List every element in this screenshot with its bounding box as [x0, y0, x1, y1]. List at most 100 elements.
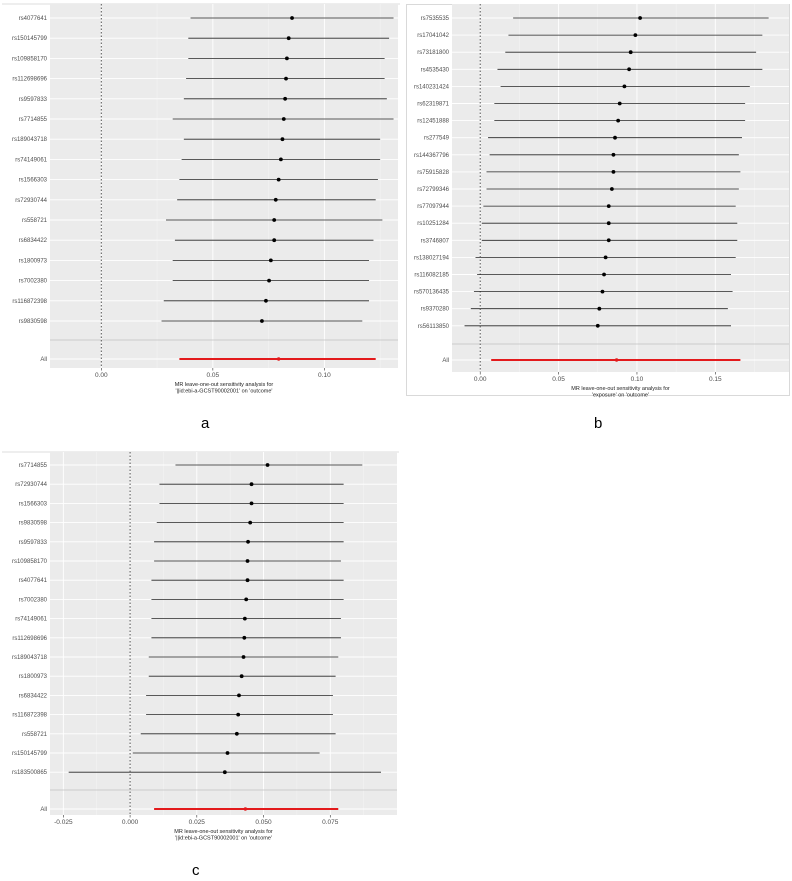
snp-label: rs6834422 — [19, 693, 48, 699]
snp-label: rs1566303 — [19, 501, 48, 507]
point-estimate — [249, 501, 254, 506]
x-tick-label: 0.15 — [709, 376, 722, 383]
snp-label: rs7714855 — [19, 463, 48, 469]
x-tick-label: 0.025 — [189, 819, 206, 826]
point-estimate — [225, 751, 230, 755]
point-estimate — [241, 655, 246, 659]
snp-label: rs3746807 — [421, 238, 450, 244]
snp-label: rs74149061 — [15, 617, 47, 623]
point-estimate — [595, 323, 600, 328]
point-estimate — [249, 482, 254, 487]
snp-label: rs17041042 — [417, 33, 449, 39]
snp-label: rs112698696 — [12, 636, 47, 642]
plot-background — [50, 452, 397, 815]
plot-background — [452, 4, 789, 372]
x-tick-label: 0.10 — [318, 372, 331, 379]
x-tick-label: 0.050 — [255, 819, 272, 826]
x-axis-title: MR leave-one-out sensitivity analysis fo… — [174, 829, 273, 835]
forest-plot-b: rs7535535 rs17041042 rs73181800 rs4535430 rs… — [406, 4, 790, 399]
point-estimate — [603, 255, 608, 260]
point-estimate — [272, 218, 277, 222]
point-estimate — [234, 731, 239, 736]
overall-label: All — [40, 807, 47, 813]
forest-plot-a: rs4077641 rs150145799 rs109858170 rs1126986… — [2, 3, 400, 400]
overall-label: All — [40, 357, 47, 363]
snp-label: rs183500865 — [12, 770, 48, 776]
overall-point-estimate — [614, 358, 619, 362]
panel-label-a: a — [201, 415, 210, 432]
snp-label: rs140231424 — [414, 84, 450, 90]
point-estimate — [609, 187, 614, 191]
snp-label: rs138027194 — [414, 255, 450, 261]
panel-label-b: b — [594, 415, 603, 432]
snp-label: rs150145799 — [12, 751, 48, 757]
snp-label: rs7002380 — [19, 279, 48, 285]
point-estimate — [606, 221, 611, 226]
snp-label: rs7002380 — [19, 597, 48, 603]
snp-label: rs9830598 — [19, 319, 48, 325]
x-tick-label: 0.05 — [552, 376, 565, 383]
overall-point-estimate — [276, 357, 281, 361]
snp-label: rs9597833 — [19, 540, 48, 546]
x-tick-label: 0.00 — [95, 372, 108, 379]
point-estimate — [613, 135, 617, 140]
point-estimate — [280, 137, 285, 142]
snp-label: rs4077641 — [19, 578, 48, 584]
x-axis-title: '||id:ebi-a-GCST90002001' on 'outcome' — [176, 389, 273, 395]
point-estimate — [285, 56, 289, 61]
x-axis-title: 'exposure' on 'outcome' — [592, 393, 649, 399]
snp-label: rs72930744 — [15, 198, 47, 204]
point-estimate — [284, 76, 288, 81]
point-estimate — [242, 616, 247, 621]
snp-label: rs12451888 — [417, 119, 449, 125]
point-estimate — [222, 770, 227, 775]
x-tick-label: -0.025 — [54, 819, 73, 826]
snp-label: rs77097944 — [417, 204, 449, 210]
snp-label: rs558721 — [22, 732, 48, 738]
snp-label: rs558721 — [22, 218, 48, 224]
point-estimate — [264, 298, 268, 303]
point-estimate — [245, 559, 250, 563]
point-estimate — [602, 272, 606, 277]
snp-label: rs150145799 — [12, 36, 48, 42]
snp-label: rs10251284 — [417, 221, 449, 227]
point-estimate — [268, 258, 273, 263]
point-estimate — [236, 712, 241, 717]
point-estimate — [617, 101, 622, 106]
snp-label: rs9830598 — [19, 521, 48, 527]
x-tick-label: 0.10 — [631, 376, 644, 383]
snp-label: rs7535535 — [421, 16, 450, 22]
snp-label: rs189043718 — [12, 655, 48, 661]
point-estimate — [278, 157, 283, 162]
point-estimate — [245, 578, 250, 583]
snp-label: rs1800973 — [19, 258, 48, 264]
snp-label: rs4077641 — [19, 16, 48, 22]
point-estimate — [242, 635, 247, 640]
point-estimate — [606, 238, 611, 243]
snp-label: rs73181800 — [417, 50, 449, 56]
snp-label: rs1800973 — [19, 674, 48, 680]
point-estimate — [267, 278, 271, 283]
point-estimate — [260, 319, 264, 323]
snp-label: rs9597833 — [19, 97, 48, 103]
point-estimate — [239, 674, 244, 679]
snp-label: rs112698696 — [12, 77, 47, 83]
snp-label: rs1566303 — [19, 178, 48, 184]
point-estimate — [246, 539, 250, 544]
forest-plot-svg-c: rs7714855 rs72930744 rs1566303 rs9830598 rs9… — [2, 451, 399, 842]
snp-label: rs144367796 — [414, 153, 450, 159]
overall-point-estimate — [243, 807, 248, 811]
snp-label: rs189043718 — [12, 137, 48, 143]
snp-label: rs72930744 — [15, 482, 47, 488]
snp-label: rs6834422 — [19, 238, 48, 244]
snp-label: rs74149061 — [15, 157, 47, 163]
point-estimate — [272, 238, 277, 243]
panel-label-c: c — [192, 862, 200, 879]
forest-plot-c: rs7714855 rs72930744 rs1566303 rs9830598 rs9… — [2, 451, 399, 848]
point-estimate — [597, 306, 602, 311]
point-estimate — [633, 33, 638, 37]
x-tick-label: 0.05 — [207, 372, 220, 379]
x-tick-label: 0.000 — [122, 819, 139, 826]
point-estimate — [611, 170, 616, 174]
point-estimate — [616, 118, 621, 123]
